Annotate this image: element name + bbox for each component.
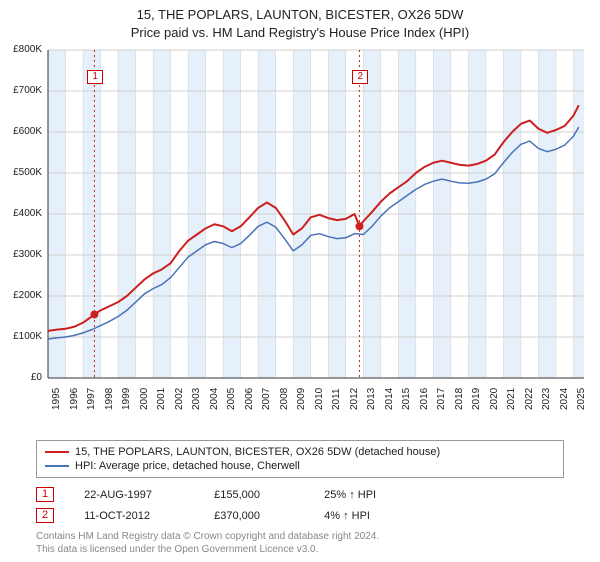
xtick-label: 1999	[121, 388, 132, 410]
ytick-label: £0	[2, 372, 42, 383]
legend-label-series2: HPI: Average price, detached house, Cher…	[75, 460, 300, 472]
xtick-label: 1997	[86, 388, 97, 410]
marker-row-1: 1 22-AUG-1997 £155,000 25% ↑ HPI	[36, 484, 564, 505]
xtick-label: 2019	[471, 388, 482, 410]
marker-price-1: £155,000	[214, 489, 294, 501]
xtick-label: 2013	[366, 388, 377, 410]
marker-badge-2: 2	[36, 508, 54, 523]
xtick-label: 2014	[384, 388, 395, 410]
marker-hpi-2: 4% ↑ HPI	[324, 510, 414, 522]
xtick-label: 2011	[331, 389, 342, 411]
xtick-label: 2020	[489, 388, 500, 410]
xtick-label: 2023	[541, 388, 552, 410]
ytick-label: £700K	[2, 85, 42, 96]
marker-date-2: 11-OCT-2012	[84, 510, 184, 522]
xtick-label: 2016	[419, 388, 430, 410]
house-price-chart-container: 15, THE POPLARS, LAUNTON, BICESTER, OX26…	[0, 0, 600, 556]
ytick-label: £200K	[2, 290, 42, 301]
marker-price-2: £370,000	[214, 510, 294, 522]
marker-date-1: 22-AUG-1997	[84, 489, 184, 501]
marker-table: 1 22-AUG-1997 £155,000 25% ↑ HPI 2 11-OC…	[36, 484, 564, 526]
footer-line2: This data is licensed under the Open Gov…	[36, 543, 564, 556]
legend-swatch-series2	[45, 465, 69, 467]
ytick-label: £400K	[2, 208, 42, 219]
xtick-label: 2008	[279, 388, 290, 410]
marker-badge-1: 1	[36, 487, 54, 502]
xtick-label: 2017	[436, 388, 447, 410]
chart-area: £0 £100K £200K £300K £400K £500K £600K £700K £80…	[0, 44, 600, 434]
xtick-label: 2001	[156, 388, 167, 410]
chart-marker-badge: 1	[87, 70, 103, 84]
xtick-label: 2025	[576, 388, 587, 410]
ytick-label: £500K	[2, 167, 42, 178]
ytick-label: £100K	[2, 331, 42, 342]
xtick-label: 2005	[226, 388, 237, 410]
xtick-label: 2009	[296, 388, 307, 410]
xtick-label: 2015	[401, 388, 412, 410]
xtick-label: 2006	[244, 388, 255, 410]
xtick-label: 2018	[454, 388, 465, 410]
ytick-label: £800K	[2, 44, 42, 55]
legend-label-series1: 15, THE POPLARS, LAUNTON, BICESTER, OX26…	[75, 446, 440, 458]
xtick-label: 2000	[139, 388, 150, 410]
xtick-label: 1996	[69, 388, 80, 410]
legend-swatch-series1	[45, 451, 69, 453]
ytick-label: £300K	[2, 249, 42, 260]
ytick-label: £600K	[2, 126, 42, 137]
xtick-label: 2022	[524, 388, 535, 410]
xtick-label: 2012	[349, 388, 360, 410]
legend-box: 15, THE POPLARS, LAUNTON, BICESTER, OX26…	[36, 440, 564, 478]
footer: Contains HM Land Registry data © Crown c…	[36, 530, 564, 556]
title-subtitle: Price paid vs. HM Land Registry's House …	[0, 24, 600, 42]
xtick-label: 1998	[104, 388, 115, 410]
xtick-label: 2024	[559, 388, 570, 410]
chart-marker-badge: 2	[352, 70, 368, 84]
xtick-label: 2007	[261, 388, 272, 410]
xtick-label: 2021	[506, 388, 517, 410]
title-address: 15, THE POPLARS, LAUNTON, BICESTER, OX26…	[0, 6, 600, 24]
xtick-label: 2004	[209, 388, 220, 410]
xtick-label: 2003	[191, 388, 202, 410]
xtick-label: 1995	[51, 388, 62, 410]
marker-hpi-1: 25% ↑ HPI	[324, 489, 414, 501]
footer-line1: Contains HM Land Registry data © Crown c…	[36, 530, 564, 543]
xtick-label: 2002	[174, 388, 185, 410]
chart-svg	[0, 44, 600, 434]
legend-row-series1: 15, THE POPLARS, LAUNTON, BICESTER, OX26…	[45, 445, 555, 459]
marker-row-2: 2 11-OCT-2012 £370,000 4% ↑ HPI	[36, 505, 564, 526]
legend-row-series2: HPI: Average price, detached house, Cher…	[45, 459, 555, 473]
title-block: 15, THE POPLARS, LAUNTON, BICESTER, OX26…	[0, 0, 600, 44]
xtick-label: 2010	[314, 388, 325, 410]
